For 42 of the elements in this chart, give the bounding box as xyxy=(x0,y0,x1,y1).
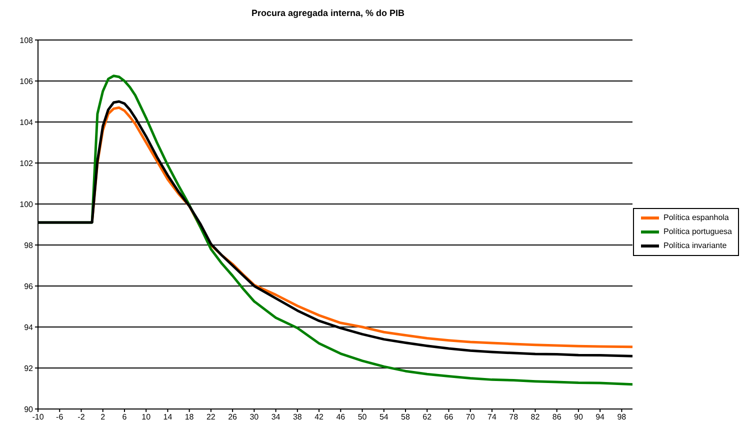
y-tick-label: 94 xyxy=(24,322,34,332)
x-tick-label: -2 xyxy=(78,412,86,422)
y-tick-label: 102 xyxy=(20,158,34,168)
x-tick-label: 42 xyxy=(314,412,324,422)
x-tick-label: 82 xyxy=(530,412,540,422)
x-tick-label: 66 xyxy=(444,412,454,422)
x-tick-label: 2 xyxy=(100,412,106,422)
y-tick-label: 108 xyxy=(20,36,34,45)
legend-label: Política espanhola xyxy=(664,212,729,224)
y-tick-label: 100 xyxy=(20,200,34,209)
x-tick-label: 46 xyxy=(336,412,346,422)
y-tick-label: 98 xyxy=(24,240,34,250)
x-tick-label: 74 xyxy=(488,412,497,422)
x-tick-label: 62 xyxy=(422,412,432,422)
x-tick-label: 54 xyxy=(379,412,389,422)
x-tick-label: 58 xyxy=(401,412,411,422)
chart-title: Procura agregada interna, % do PIB xyxy=(250,8,406,20)
x-tick-label: 34 xyxy=(271,412,281,422)
x-tick-label: 14 xyxy=(163,412,173,422)
y-tick-label: 90 xyxy=(24,404,34,414)
legend-label: Política invariante xyxy=(664,240,727,252)
y-tick-label: 106 xyxy=(20,76,34,86)
x-tick-label: 98 xyxy=(617,412,627,422)
legend-label: Política portuguesa xyxy=(664,226,732,238)
x-tick-label: 30 xyxy=(250,412,260,422)
x-tick-label: 10 xyxy=(142,412,152,422)
x-tick-label: 90 xyxy=(574,412,584,422)
x-tick-label: 26 xyxy=(228,412,238,422)
x-tick-label: 50 xyxy=(358,412,368,422)
y-tick-label: 96 xyxy=(24,282,34,291)
y-tick-label: 104 xyxy=(20,118,34,127)
x-tick-label: 94 xyxy=(596,412,606,422)
x-tick-label: 38 xyxy=(292,412,302,422)
x-tick-label: 86 xyxy=(552,412,562,422)
x-tick-label: -6 xyxy=(56,412,64,422)
x-tick-label: -10 xyxy=(32,412,44,422)
x-tick-label: 6 xyxy=(122,412,128,422)
x-tick-label: 22 xyxy=(206,412,216,422)
x-tick-label: 18 xyxy=(184,412,194,422)
x-tick-label: 78 xyxy=(509,412,519,422)
x-tick-label: 70 xyxy=(466,412,476,422)
y-tick-label: 92 xyxy=(24,364,34,373)
